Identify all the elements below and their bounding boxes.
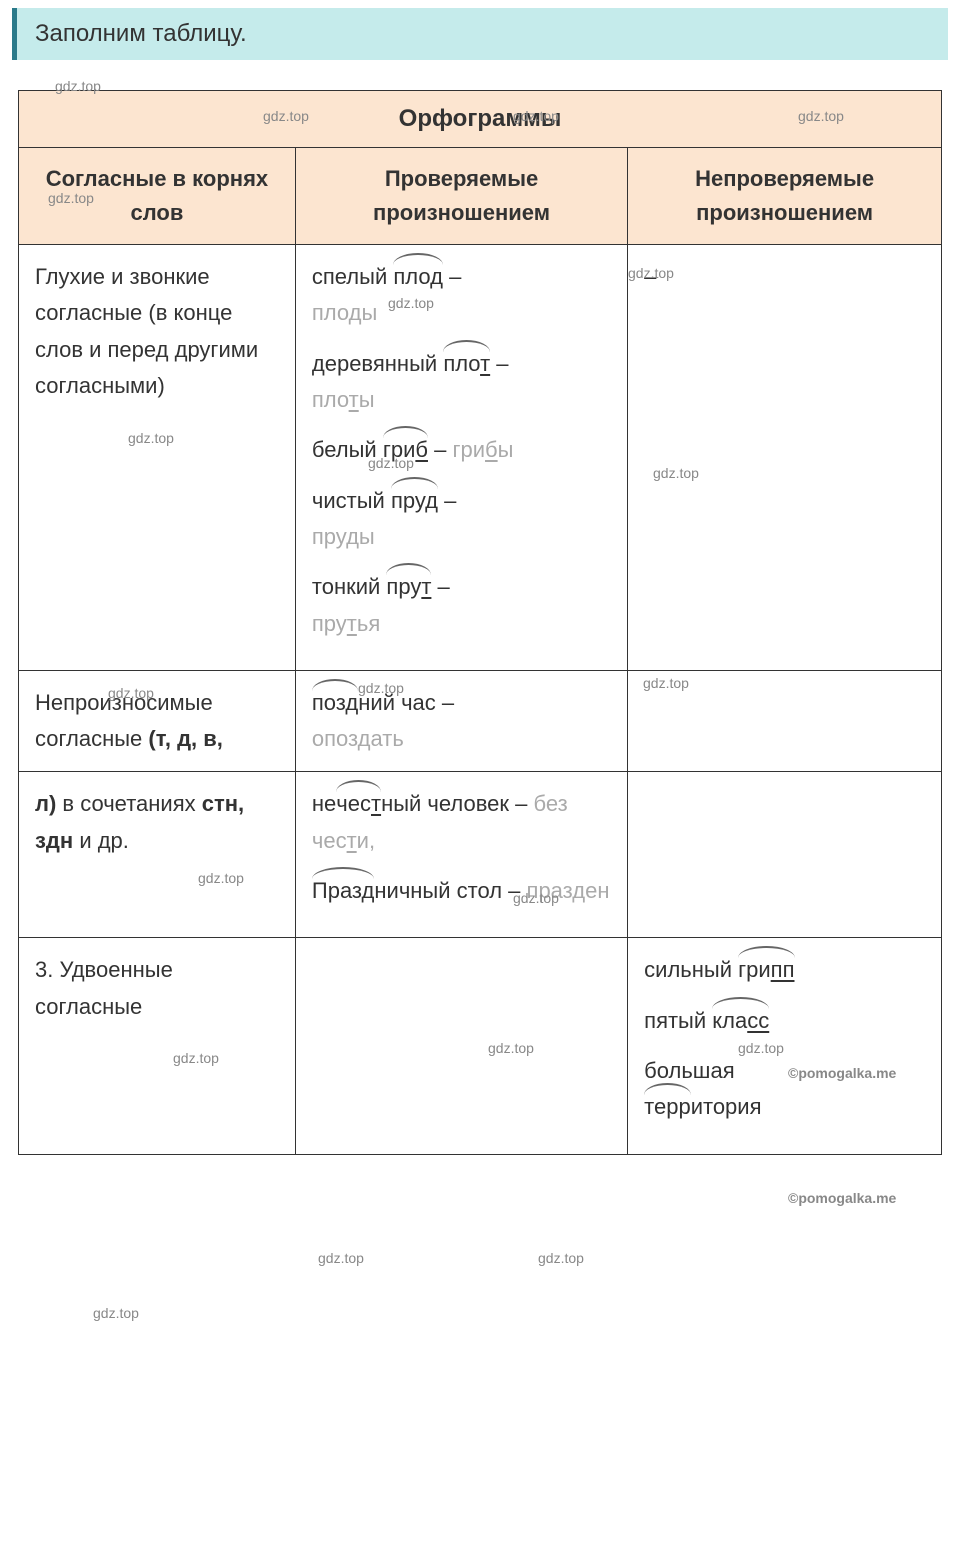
- watermark: gdz.top: [318, 1250, 364, 1266]
- text: –: [431, 574, 449, 599]
- text: ать: [370, 726, 403, 751]
- root: гри: [738, 957, 771, 982]
- underlined: пп: [771, 957, 795, 982]
- col-header-3: Непроверяемые произношением: [628, 148, 942, 245]
- cell-r4c1: 3. Удвоенные согласные: [19, 938, 296, 1154]
- text: не: [312, 791, 336, 816]
- check-word: пру: [312, 524, 346, 549]
- underlined: д: [430, 264, 443, 289]
- underlined: т: [480, 351, 490, 376]
- root: Празд: [312, 873, 374, 909]
- cell-r3c3: [628, 772, 942, 938]
- underlined: сс: [747, 1008, 769, 1033]
- text: итория: [691, 1094, 762, 1119]
- cell-r2c2: поздний час – опоздать: [295, 670, 627, 772]
- text: ный человек –: [381, 791, 533, 816]
- text: в сочетаниях: [56, 791, 201, 816]
- check-word: праз: [527, 878, 573, 903]
- instruction-header: Заполним таблицу.: [12, 8, 948, 60]
- cell-r2c1: Непроизносимые согласные (т, д, в,: [19, 670, 296, 772]
- credit-watermark: ©pomogalka.me: [788, 1190, 896, 1206]
- underlined: т: [347, 828, 357, 853]
- cell-r3c1: л) в сочетаниях стн, здн и др.: [19, 772, 296, 938]
- text: чистый: [312, 488, 391, 513]
- root: пло: [393, 264, 430, 289]
- underlined: т: [421, 574, 431, 599]
- underlined: д: [346, 524, 359, 549]
- text: деревянный: [312, 351, 443, 376]
- table-row: Непроизносимые согласные (т, д, в, поздн…: [19, 670, 942, 772]
- underlined: б: [485, 437, 498, 462]
- text: ы: [498, 437, 514, 462]
- orthograms-table: Орфограммы Согласные в корнях слов Прове…: [18, 90, 942, 1155]
- text: –: [438, 488, 456, 513]
- underlined: т: [347, 611, 357, 636]
- cell-r2c3: [628, 670, 942, 772]
- col-header-2: Проверяемые произношением: [295, 148, 627, 245]
- underlined: д: [425, 488, 438, 513]
- col-header-1: Согласные в корнях слов: [19, 148, 296, 245]
- text: –: [428, 437, 452, 462]
- bold-text: (т, д, в,: [148, 726, 223, 751]
- check-word: пло: [312, 300, 349, 325]
- check-word: пло: [312, 387, 349, 412]
- bold-text: л): [35, 791, 56, 816]
- root: пло: [443, 351, 480, 376]
- underlined: д: [345, 690, 358, 715]
- check-word: гри: [452, 437, 485, 462]
- table-row: 3. Удвоенные согласные сильный грипп пят…: [19, 938, 942, 1154]
- text: –: [490, 351, 508, 376]
- table-row: л) в сочетаниях стн, здн и др. нечестный…: [19, 772, 942, 938]
- text: сильный: [644, 957, 738, 982]
- cell-r4c2: [295, 938, 627, 1154]
- text: спелый: [312, 264, 393, 289]
- underlined: д: [572, 878, 585, 903]
- watermark: gdz.top: [538, 1250, 584, 1266]
- text: и,: [357, 828, 375, 853]
- text: большая: [644, 1058, 734, 1083]
- table-title: Орфограммы: [19, 91, 942, 148]
- text: ы: [361, 300, 377, 325]
- underlined: б: [415, 437, 428, 462]
- text: и др.: [73, 828, 129, 853]
- underlined: т: [371, 791, 381, 816]
- root: пру: [386, 574, 421, 599]
- root: пру: [391, 488, 425, 513]
- table-wrapper: gdz.top gdz.top gdz.top gdz.top gdz.top …: [18, 90, 942, 1155]
- check-word: опоз: [312, 726, 358, 751]
- underlined: д: [349, 300, 362, 325]
- text: ы: [359, 387, 375, 412]
- watermark: gdz.top: [93, 1305, 139, 1321]
- root: поз: [312, 690, 346, 715]
- text: ничный стол –: [374, 878, 526, 903]
- text: –: [443, 264, 461, 289]
- text: ен: [585, 878, 609, 903]
- cell-r1c1: Глухие и звонкие согласные (в конце слов…: [19, 245, 296, 671]
- root: чес: [336, 791, 371, 816]
- root: гри: [383, 437, 416, 462]
- cell-r1c2: спелый плод – плоды деревянный плот – пл…: [295, 245, 627, 671]
- cell-r4c3: сильный грипп пятый класс большая террит…: [628, 938, 942, 1154]
- text: тонкий: [312, 574, 387, 599]
- check-word: пру: [312, 611, 347, 636]
- cell-r3c2: нечестный человек – без чести, Праздничн…: [295, 772, 627, 938]
- root: кла: [712, 1008, 747, 1033]
- text: пятый: [644, 1008, 712, 1033]
- cell-r1c3: –: [628, 245, 942, 671]
- instruction-text: Заполним таблицу.: [35, 20, 247, 47]
- table-row: Глухие и звонкие согласные (в конце слов…: [19, 245, 942, 671]
- text: ья: [357, 611, 380, 636]
- text: ний час –: [358, 690, 454, 715]
- text: ы: [359, 524, 375, 549]
- root: терр: [644, 1089, 691, 1125]
- underlined: т: [349, 387, 359, 412]
- underlined: д: [358, 726, 371, 751]
- text: белый: [312, 437, 383, 462]
